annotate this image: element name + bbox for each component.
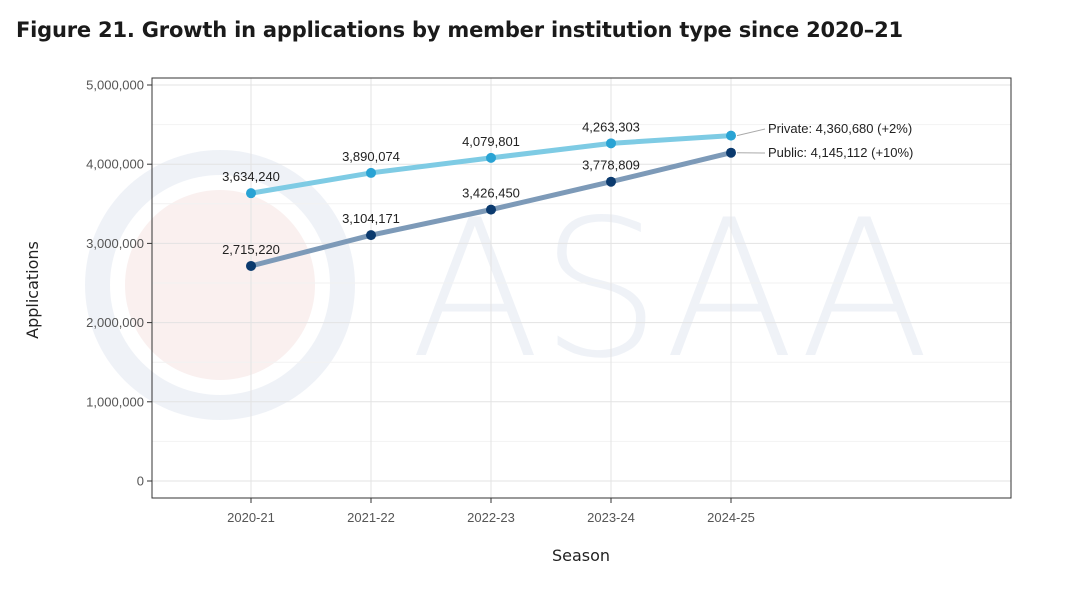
x-tick-label: 2023-24 bbox=[587, 510, 635, 525]
private-end-label: Private: 4,360,680 (+2%) bbox=[768, 121, 912, 136]
x-tick-label: 2021-22 bbox=[347, 510, 395, 525]
y-axis-title: Applications bbox=[23, 241, 42, 339]
y-tick-label: 1,000,000 bbox=[86, 394, 144, 409]
public-data-point bbox=[726, 147, 736, 158]
public-point-label: 3,426,450 bbox=[462, 186, 520, 201]
public-data-point bbox=[246, 260, 256, 271]
private-data-point bbox=[726, 130, 736, 141]
x-tick-label: 2020-21 bbox=[227, 510, 275, 525]
figure-title: Figure 21. Growth in applications by mem… bbox=[16, 18, 903, 42]
private-end-label-leader bbox=[736, 128, 766, 137]
private-data-point bbox=[486, 152, 496, 163]
y-tick-label: 5,000,000 bbox=[86, 78, 144, 93]
public-end-label: Public: 4,145,112 (+10%) bbox=[768, 145, 913, 160]
y-tick-label: 4,000,000 bbox=[86, 157, 144, 172]
watermark-text: ASAA bbox=[410, 179, 929, 400]
private-data-point bbox=[606, 138, 616, 149]
public-data-point bbox=[606, 176, 616, 187]
private-data-point bbox=[246, 188, 256, 199]
private-point-label: 3,634,240 bbox=[222, 169, 280, 184]
x-tick-label: 2022-23 bbox=[467, 510, 515, 525]
x-tick-label: 2024-25 bbox=[707, 510, 755, 525]
private-point-label: 4,079,801 bbox=[462, 134, 520, 149]
y-tick-label: 0 bbox=[137, 474, 144, 489]
private-data-point bbox=[366, 167, 376, 178]
public-point-label: 3,104,171 bbox=[342, 211, 400, 226]
x-axis-title: Season bbox=[552, 546, 610, 565]
y-tick-label: 2,000,000 bbox=[86, 315, 144, 330]
private-point-label: 3,890,074 bbox=[342, 149, 400, 164]
public-data-point bbox=[366, 230, 376, 241]
plot-border bbox=[151, 77, 1012, 499]
public-point-label: 2,715,220 bbox=[222, 242, 280, 257]
y-tick-label: 3,000,000 bbox=[86, 236, 144, 251]
private-point-label: 4,263,303 bbox=[582, 119, 640, 134]
public-data-point bbox=[486, 204, 496, 215]
public-point-label: 3,778,809 bbox=[582, 158, 640, 173]
